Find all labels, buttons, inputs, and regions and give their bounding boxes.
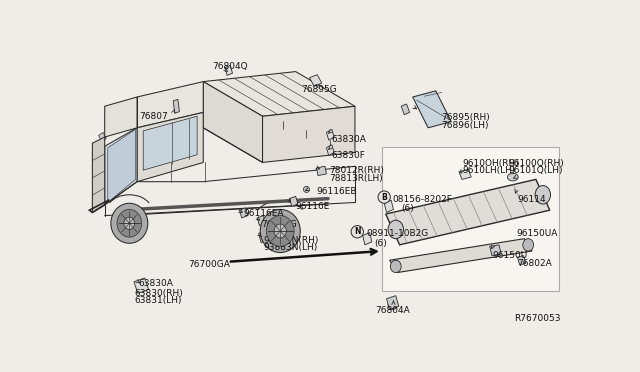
Ellipse shape (117, 209, 141, 237)
Ellipse shape (111, 203, 148, 243)
Text: 9610OH(RH): 9610OH(RH) (462, 158, 519, 168)
Polygon shape (262, 106, 355, 163)
Text: 76700G: 76700G (261, 220, 297, 229)
Polygon shape (459, 169, 471, 179)
Polygon shape (108, 129, 136, 202)
Text: 63830(RH): 63830(RH) (134, 289, 182, 298)
Polygon shape (289, 196, 298, 206)
Text: 96150U: 96150U (493, 251, 528, 260)
Text: 96101Q(LH): 96101Q(LH) (508, 166, 563, 175)
Ellipse shape (508, 173, 518, 181)
Text: B: B (381, 193, 387, 202)
Text: 08911-10B2G: 08911-10B2G (367, 230, 429, 238)
Polygon shape (137, 112, 204, 182)
Ellipse shape (274, 224, 287, 238)
Polygon shape (257, 216, 266, 225)
Ellipse shape (260, 209, 300, 253)
Polygon shape (413, 91, 451, 128)
Polygon shape (326, 145, 334, 155)
Polygon shape (204, 71, 355, 116)
Polygon shape (517, 256, 526, 265)
Text: 76700GA: 76700GA (188, 260, 230, 269)
Polygon shape (382, 147, 559, 291)
Text: (6): (6) (374, 239, 387, 248)
Polygon shape (490, 245, 501, 256)
Text: 96116E: 96116E (296, 202, 330, 212)
Polygon shape (401, 104, 410, 115)
Text: 78012R(RH): 78012R(RH) (330, 166, 385, 175)
Text: 96116EB: 96116EB (316, 187, 357, 196)
Polygon shape (225, 65, 232, 76)
Ellipse shape (388, 220, 403, 239)
Polygon shape (173, 99, 179, 113)
Ellipse shape (523, 239, 534, 251)
Text: 76895(RH): 76895(RH) (441, 113, 490, 122)
Polygon shape (143, 116, 197, 170)
Ellipse shape (535, 186, 550, 204)
Polygon shape (204, 81, 262, 163)
Text: 96100Q(RH): 96100Q(RH) (508, 158, 564, 168)
Text: 9610LH(LH): 9610LH(LH) (462, 166, 515, 175)
Text: 63830A: 63830A (139, 279, 173, 289)
Text: (6): (6) (401, 204, 414, 213)
Text: 76802A: 76802A (517, 259, 552, 268)
Polygon shape (384, 200, 394, 212)
Text: 96150UA: 96150UA (516, 230, 557, 238)
Text: 76896(LH): 76896(LH) (441, 121, 489, 130)
Ellipse shape (124, 217, 135, 230)
Text: 76895G: 76895G (301, 85, 337, 94)
Circle shape (351, 225, 364, 238)
Text: 63831(LH): 63831(LH) (134, 296, 182, 305)
Text: R7670053: R7670053 (514, 314, 561, 323)
Text: 76804A: 76804A (375, 307, 410, 315)
Text: 63830F: 63830F (332, 151, 365, 160)
Text: 93882N(RH): 93882N(RH) (263, 235, 319, 245)
Polygon shape (363, 232, 372, 245)
Polygon shape (137, 81, 204, 128)
Polygon shape (105, 128, 137, 205)
Polygon shape (326, 129, 334, 140)
Text: 78813R(LH): 78813R(LH) (330, 174, 383, 183)
Polygon shape (105, 97, 137, 137)
Text: 76807: 76807 (139, 112, 168, 121)
Text: 63830A: 63830A (332, 135, 367, 144)
Text: 96114: 96114 (517, 195, 546, 204)
Polygon shape (92, 137, 105, 212)
Circle shape (378, 191, 390, 203)
Polygon shape (387, 296, 399, 310)
Ellipse shape (388, 300, 397, 310)
Ellipse shape (266, 216, 294, 246)
Polygon shape (99, 132, 106, 142)
Text: N: N (354, 227, 360, 236)
Polygon shape (310, 75, 322, 86)
Polygon shape (316, 166, 326, 176)
Polygon shape (134, 278, 148, 294)
Text: 96116EA: 96116EA (243, 209, 284, 218)
Text: 76804Q: 76804Q (212, 62, 248, 71)
Ellipse shape (390, 260, 401, 273)
Polygon shape (386, 179, 550, 245)
Polygon shape (515, 189, 524, 199)
Polygon shape (239, 208, 248, 218)
Polygon shape (390, 239, 532, 273)
Polygon shape (259, 231, 269, 243)
Ellipse shape (303, 186, 310, 192)
Text: 08156-8202F: 08156-8202F (392, 195, 452, 204)
Text: 93883N(LH): 93883N(LH) (263, 243, 317, 252)
